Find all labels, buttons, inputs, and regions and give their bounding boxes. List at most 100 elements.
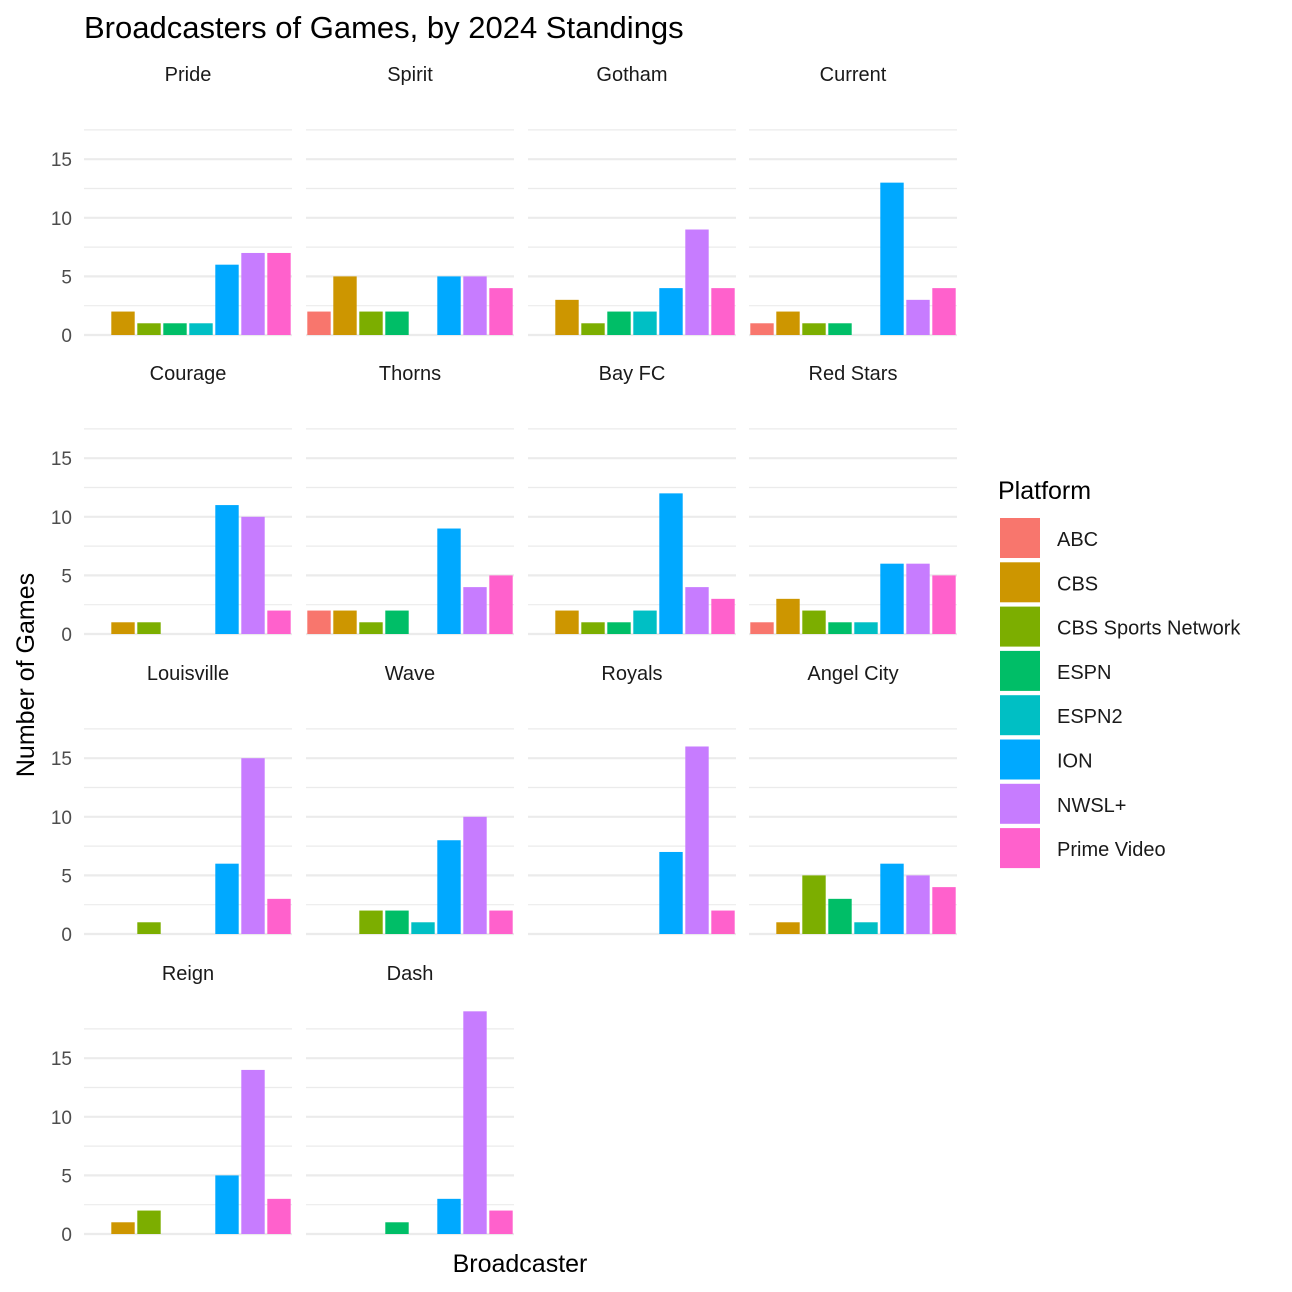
- bar-pride-cbs-sports-network: [137, 323, 161, 335]
- facet-label: Louisville: [147, 663, 229, 685]
- bar-spirit-abc: [307, 311, 331, 335]
- legend-label: ABC: [1057, 529, 1098, 551]
- bar-pride-prime-video: [267, 252, 291, 335]
- bar-louisville-nwsl: [241, 758, 265, 934]
- bar-angel-city-ion: [880, 863, 904, 934]
- bar-reign-nwsl: [241, 1069, 265, 1234]
- legend-key: [1000, 828, 1040, 869]
- bar-current-espn: [828, 323, 852, 335]
- bar-bay-fc-cbs-sports-network: [581, 622, 605, 634]
- legend-key: [1000, 783, 1040, 824]
- y-tick-label: 10: [51, 1108, 72, 1129]
- bar-gotham-prime-video: [711, 288, 735, 335]
- bar-bay-fc-prime-video: [711, 598, 735, 634]
- y-tick-label: 15: [51, 150, 72, 171]
- bar-courage-ion: [215, 505, 239, 634]
- bar-angel-city-cbs: [776, 922, 800, 934]
- legend-label: ESPN2: [1057, 706, 1123, 728]
- bar-thorns-cbs-sports-network: [359, 622, 383, 634]
- bar-angel-city-prime-video: [932, 887, 956, 934]
- bar-dash-ion: [437, 1198, 461, 1234]
- y-tick-label: 0: [61, 625, 72, 646]
- bar-current-ion: [880, 182, 904, 335]
- bar-red-stars-espn: [828, 622, 852, 634]
- legend-label: CBS Sports Network: [1057, 618, 1241, 640]
- facet-label: Royals: [601, 663, 662, 685]
- bar-spirit-cbs: [333, 276, 357, 335]
- bar-thorns-cbs: [333, 610, 357, 634]
- bar-bay-fc-espn2: [633, 610, 657, 634]
- bar-current-cbs-sports-network: [802, 323, 826, 335]
- bar-current-nwsl: [906, 299, 930, 335]
- bar-wave-prime-video: [489, 910, 513, 934]
- bar-spirit-espn: [385, 311, 409, 335]
- legend-label: Prime Video: [1057, 839, 1166, 861]
- y-tick-label: 10: [51, 508, 72, 529]
- facet-label: Spirit: [387, 64, 433, 86]
- panel-thorns: Thorns: [306, 363, 514, 636]
- panel-spirit: Spirit: [306, 64, 514, 337]
- bar-louisville-cbs-sports-network: [137, 922, 161, 934]
- facet-label: Bay FC: [599, 363, 666, 385]
- facet-label: Reign: [162, 963, 214, 985]
- legend-key: [1000, 606, 1040, 647]
- y-tick-label: 10: [51, 209, 72, 230]
- bar-pride-cbs: [111, 311, 135, 335]
- legend-key: [1000, 739, 1040, 780]
- facet-label: Current: [820, 64, 887, 86]
- y-tick-label: 10: [51, 808, 72, 829]
- panel-reign: Reign 0 5 10 15: [51, 963, 292, 1246]
- bar-bay-fc-ion: [659, 493, 683, 634]
- facet-label: Gotham: [596, 64, 667, 86]
- bar-bay-fc-nwsl: [685, 587, 709, 634]
- bar-angel-city-nwsl: [906, 875, 930, 934]
- bar-current-abc: [750, 323, 774, 335]
- bar-courage-cbs: [111, 622, 135, 634]
- y-tick-label: 5: [61, 866, 72, 887]
- legend-item-espn2: ESPN2: [1000, 695, 1123, 736]
- legend-item-nwsl: NWSL+: [1000, 783, 1126, 824]
- bar-spirit-nwsl: [463, 276, 487, 335]
- bar-red-stars-cbs: [776, 598, 800, 634]
- bar-wave-nwsl: [463, 816, 487, 934]
- bar-reign-cbs-sports-network: [137, 1210, 161, 1234]
- bar-royals-prime-video: [711, 910, 735, 934]
- bar-thorns-prime-video: [489, 575, 513, 634]
- panel-current: Current: [749, 64, 957, 337]
- bar-red-stars-ion: [880, 563, 904, 634]
- y-axis-title: Number of Games: [12, 573, 40, 777]
- panel-pride: Pride 0 5 10 15: [51, 64, 292, 347]
- y-tick-label: 0: [61, 1225, 72, 1246]
- y-tick-label: 15: [51, 749, 72, 770]
- legend-label: CBS: [1057, 573, 1098, 595]
- bar-dash-prime-video: [489, 1210, 513, 1234]
- bar-wave-ion: [437, 840, 461, 934]
- bar-thorns-espn: [385, 610, 409, 634]
- panel-louisville: Louisville 0 5 10 15: [51, 663, 292, 946]
- legend-label: ION: [1057, 751, 1093, 773]
- bar-bay-fc-cbs: [555, 610, 579, 634]
- y-tick-label: 0: [61, 925, 72, 946]
- bar-bay-fc-espn: [607, 622, 631, 634]
- bar-reign-prime-video: [267, 1198, 291, 1234]
- bar-spirit-ion: [437, 276, 461, 335]
- bar-current-cbs: [776, 311, 800, 335]
- bar-gotham-espn: [607, 311, 631, 335]
- bar-courage-prime-video: [267, 610, 291, 634]
- y-tick-label: 5: [61, 1166, 72, 1187]
- legend-key: [1000, 518, 1040, 558]
- legend-title: Platform: [998, 477, 1091, 505]
- bar-red-stars-abc: [750, 622, 774, 634]
- bar-dash-espn: [385, 1222, 409, 1234]
- legend-key: [1000, 562, 1040, 603]
- bar-wave-cbs-sports-network: [359, 910, 383, 934]
- panel-dash: Dash: [306, 963, 514, 1236]
- bar-louisville-prime-video: [267, 898, 291, 934]
- legend-item-ion: ION: [1000, 739, 1093, 780]
- bar-royals-ion: [659, 851, 683, 934]
- legend-item-espn: ESPN: [1000, 650, 1111, 691]
- facet-label: Angel City: [807, 663, 898, 685]
- legend-key: [1000, 695, 1040, 736]
